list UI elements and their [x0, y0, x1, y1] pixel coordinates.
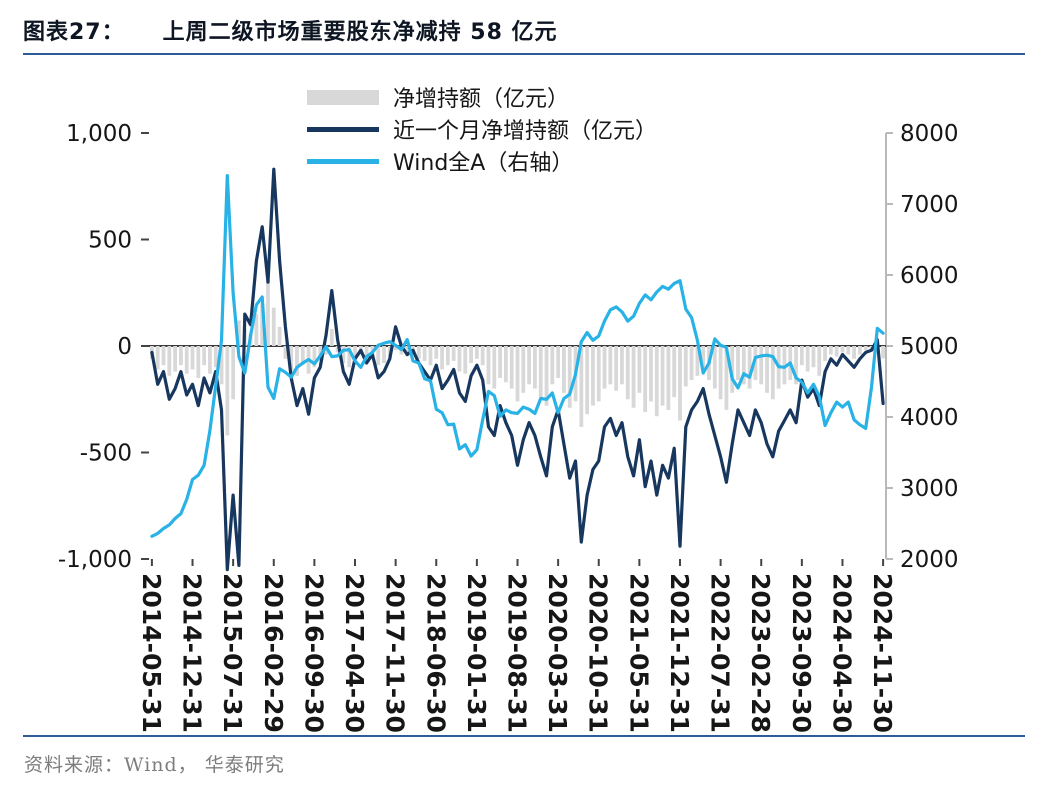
svg-text:2024-11-30: 2024-11-30 — [868, 573, 897, 733]
source-note: 资料来源：Wind， 华泰研究 — [24, 754, 285, 776]
title-rule — [23, 53, 1025, 55]
svg-text:5000: 5000 — [900, 334, 959, 360]
svg-text:0: 0 — [117, 334, 132, 360]
svg-text:2017-11-30: 2017-11-30 — [381, 573, 410, 733]
svg-text:-500: -500 — [80, 441, 132, 467]
svg-text:1,000: 1,000 — [66, 121, 132, 147]
svg-text:2023-09-30: 2023-09-30 — [787, 573, 816, 733]
chart-area: 1,000 500 0 -500 -1,000 8000 7000 6000 5000 4000 3… — [24, 59, 1024, 735]
svg-text:2016-02-29: 2016-02-29 — [259, 573, 288, 733]
svg-text:2015-07-31: 2015-07-31 — [218, 573, 247, 733]
svg-text:8000: 8000 — [900, 121, 959, 147]
chart-legend: 净增持额（亿元） 近一个月净增持额（亿元） Wind全A（右轴） — [307, 81, 657, 177]
svg-text:2020-03-31: 2020-03-31 — [543, 573, 572, 733]
light-line-swatch-icon — [307, 158, 379, 164]
svg-text:2022-07-31: 2022-07-31 — [706, 573, 735, 733]
svg-text:500: 500 — [88, 228, 132, 254]
dark-line-swatch-icon — [307, 126, 379, 132]
figure-label: 图表27： — [23, 20, 125, 45]
svg-text:2000: 2000 — [900, 547, 959, 573]
svg-text:2016-09-30: 2016-09-30 — [299, 573, 328, 733]
svg-text:6000: 6000 — [900, 263, 959, 289]
svg-text:2014-05-31: 2014-05-31 — [137, 573, 166, 733]
svg-text:2021-05-31: 2021-05-31 — [624, 573, 653, 733]
svg-text:2019-01-31: 2019-01-31 — [462, 573, 491, 733]
svg-text:-1,000: -1,000 — [58, 547, 132, 573]
legend-item-wind-all-a: Wind全A（右轴） — [307, 145, 657, 177]
svg-text:2017-04-30: 2017-04-30 — [340, 573, 369, 733]
page-title: 上周二级市场重要股东净减持 58 亿元 — [162, 20, 558, 45]
chart-canvas: 1,0005000-500-1,000800070006000500040003… — [58, 121, 959, 733]
svg-text:4000: 4000 — [900, 405, 959, 431]
bar-swatch-icon — [307, 89, 379, 105]
svg-text:2021-12-31: 2021-12-31 — [665, 573, 694, 733]
svg-text:7000: 7000 — [900, 192, 959, 218]
footer-rule — [23, 735, 1025, 737]
legend-item-net-increase: 净增持额（亿元） — [307, 81, 657, 113]
svg-text:3000: 3000 — [900, 476, 959, 502]
legend-label: Wind全A（右轴） — [393, 151, 574, 176]
svg-text:2023-02-28: 2023-02-28 — [746, 573, 775, 733]
svg-text:2018-06-30: 2018-06-30 — [421, 573, 450, 733]
legend-label: 近一个月净增持额（亿元） — [393, 119, 658, 144]
svg-text:2024-04-30: 2024-04-30 — [827, 573, 856, 733]
svg-text:2014-12-31: 2014-12-31 — [178, 573, 207, 733]
legend-item-one-month-net-increase: 近一个月净增持额（亿元） — [307, 113, 657, 145]
svg-text:2019-08-31: 2019-08-31 — [503, 573, 532, 733]
svg-text:2020-10-31: 2020-10-31 — [584, 573, 613, 733]
legend-label: 净增持额（亿元） — [393, 87, 570, 112]
figure-header: 图表27： 上周二级市场重要股东净减持 58 亿元 — [0, 0, 1048, 53]
